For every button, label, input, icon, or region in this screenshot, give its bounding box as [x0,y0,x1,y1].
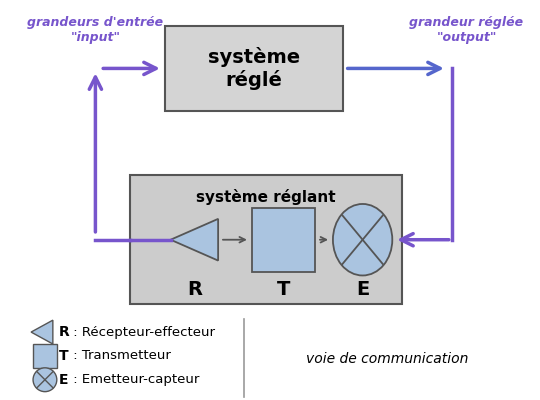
Text: système réglant: système réglant [197,189,336,205]
Text: T: T [59,349,69,363]
Text: E: E [356,280,369,299]
Text: T: T [277,280,290,299]
Text: système
réglé: système réglé [208,47,300,90]
Text: E: E [59,373,68,387]
Text: "output": "output" [436,31,497,44]
FancyBboxPatch shape [33,344,57,368]
FancyBboxPatch shape [130,175,402,304]
Text: voie de communication: voie de communication [306,352,469,366]
Text: : Emetteur-capteur: : Emetteur-capteur [69,373,199,386]
Polygon shape [31,320,53,344]
Text: : Récepteur-effecteur: : Récepteur-effecteur [69,326,215,338]
Text: "input": "input" [70,31,120,44]
Text: grandeurs d'entrée: grandeurs d'entrée [28,16,164,29]
Ellipse shape [333,204,392,276]
Text: R: R [59,325,70,339]
FancyBboxPatch shape [252,208,315,272]
Ellipse shape [33,368,57,392]
Text: grandeur réglée: grandeur réglée [409,16,524,29]
Text: R: R [187,280,202,299]
Text: : Transmetteur: : Transmetteur [69,350,171,362]
FancyBboxPatch shape [165,26,343,111]
Polygon shape [171,219,218,260]
